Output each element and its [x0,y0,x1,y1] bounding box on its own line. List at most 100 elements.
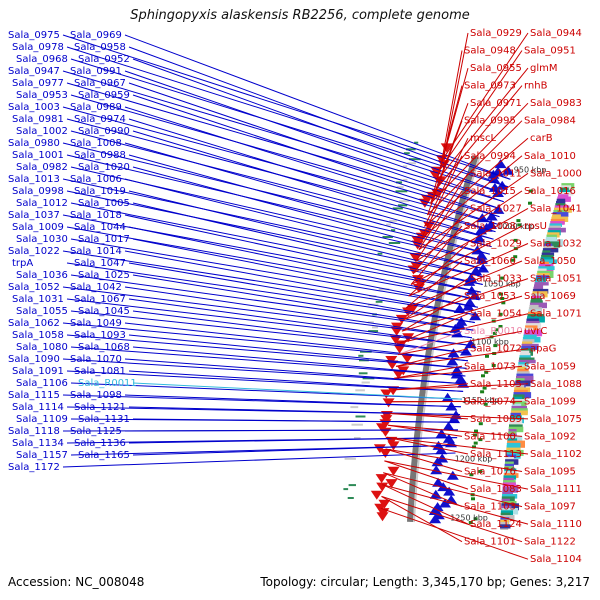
gene-label-forward: Sala_1036 [16,270,68,281]
gene-label-forward: Sala_1052 [8,282,60,293]
gene-leader-forward [62,178,487,270]
reverse-gene-arrow [392,370,405,379]
feature-tile [502,494,518,499]
gene-leader-forward [62,34,511,180]
gene-label-reverse: Sala_1124 [470,519,522,530]
gene-leader-forward [132,444,457,456]
gene-label-forward: Sala_1058 [12,330,64,341]
reverse-gene-arrow [376,512,389,522]
reverse-gene-arrow [376,423,388,433]
ruler-label: 1100 kbp [471,338,509,347]
forward-gene-arrow [430,465,443,475]
gene-leader-forward [70,346,466,377]
gene-label-reverse: Sala_0994 [464,151,516,162]
feature-tile [505,454,517,459]
gene-leader-reverse [394,365,463,379]
gene-label-reverse: Sala_1010 [524,151,576,162]
forward-gene-arrow [494,159,507,169]
genome-title: Sphingopyxis alaskensis RB2256, complete… [130,8,470,23]
topology-label: Topology: circular; Length: 3,345,170 bp… [260,575,590,589]
reverse-feature-tile [375,300,383,303]
gene-leader-reverse [401,295,463,332]
gene-leader-reverse [383,472,523,508]
gene-leader-reverse [410,225,523,285]
gene-label-reverse: Sala_1076 [464,467,516,478]
forward-gene-arrow [473,233,486,243]
ruler-label: 950 kbp [514,165,547,174]
gene-label-reverse: Sala_1069 [524,291,576,302]
gene-leader-reverse [401,295,523,332]
gene-label-forward: Sala_0958 [74,42,126,53]
gene-label-forward: Sala_1018 [70,210,122,221]
reverse-feature-tile [358,372,368,375]
gene-label-reverse: Sala_0984 [524,116,576,127]
gene-leader-reverse [386,436,469,455]
gene-leader-reverse [388,424,523,437]
feature-tile [515,378,525,383]
gene-leader-reverse [410,225,463,285]
gene-leader-forward [70,58,506,195]
gene-label-reverse: Sala_0973 [464,81,516,92]
gc-marker [492,331,497,335]
feature-tile [519,355,531,359]
reverse-gene-arrow [387,386,400,396]
ruler-label: 1200 kbp [455,455,493,464]
forward-gene-arrow [447,348,460,358]
gene-leader-reverse [385,448,463,472]
gc-marker [517,223,522,227]
forward-gene-arrow [475,225,487,235]
gene-leader-reverse [384,460,469,490]
gene-label-reverse: Sala_0929 [470,28,522,39]
reverse-feature-tile [348,484,356,487]
reverse-feature-tile [386,223,391,226]
gene-label-reverse: Sala_1113 [470,449,522,460]
reverse-feature-tile [350,406,359,409]
gene-leader-forward [70,382,463,400]
gene-label-forward: Sala_0967 [74,78,126,89]
gc-marker [478,470,483,473]
gene-leader-forward [66,82,502,210]
reverse-gene-arrow [373,444,386,454]
gene-leader-reverse [388,424,463,437]
gc-marker [478,438,483,442]
gene-label-forward: Sala_1125 [70,426,122,437]
feature-tile [534,282,549,286]
gene-leader-reverse [397,330,463,356]
gene-leader-forward [62,452,456,468]
gc-marker [513,255,518,259]
gene-leader-reverse [385,448,523,472]
reverse-gene-arrow [401,354,414,364]
gene-leader-reverse [382,484,529,525]
reverse-gene-arrow [375,474,388,484]
gene-leader-reverse [421,155,463,239]
gc-marker [498,325,503,328]
reverse-feature-tile [396,181,403,184]
reverse-gene-arrow [379,427,392,437]
gene-label-reverse: Sala_1122 [524,537,576,548]
reverse-feature-tile [389,219,397,222]
feature-tile [509,422,521,427]
gene-label-reverse: Sala_1050 [524,256,576,267]
feature-tile [531,295,541,300]
gc-marker [528,201,532,205]
gene-label-reverse: Sala_1092 [524,431,576,442]
gene-label-reverse: Sala_1089 [470,414,522,425]
gc-marker [478,422,483,426]
gc-marker [513,238,518,242]
gene-label-forward: Sala_1025 [78,270,130,281]
gene-label-forward: Sala_1136 [74,438,126,449]
feature-tile [516,371,530,376]
forward-gene-arrow [443,486,456,496]
gene-label-reverse: Sala_1028 [464,221,516,232]
gc-marker [493,344,498,348]
gene-leader-reverse [415,190,463,262]
gene-label-reverse: Sala_1053 [464,291,516,302]
reverse-gene-arrow [440,143,453,153]
gene-leader-forward [70,94,500,218]
gene-label-forward: Sala_1080 [16,342,68,353]
gene-label-reverse: Sala_1102 [530,449,582,460]
feature-tile [513,389,528,394]
reverse-feature-tile [406,148,416,151]
feature-tile [538,266,555,270]
